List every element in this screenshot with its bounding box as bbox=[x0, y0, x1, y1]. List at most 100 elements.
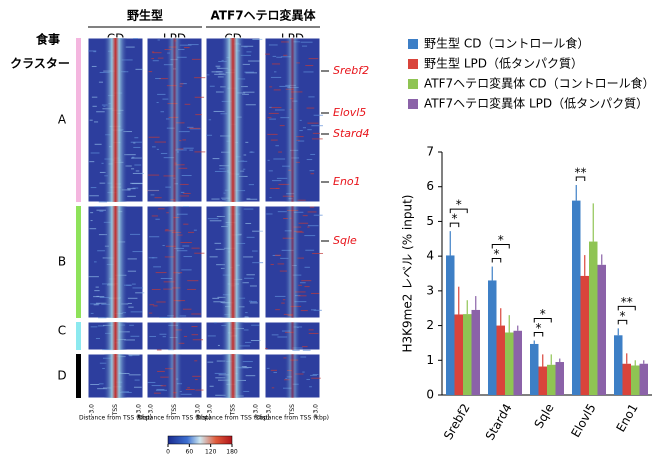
heatmap-texture bbox=[123, 131, 133, 133]
cluster-bar bbox=[76, 206, 81, 318]
tss-signal bbox=[103, 38, 128, 202]
heatmap-texture bbox=[270, 263, 274, 265]
y-tick-label: 3 bbox=[426, 283, 434, 297]
heatmap-texture bbox=[183, 47, 190, 49]
heatmap-texture bbox=[187, 231, 195, 233]
bar bbox=[513, 330, 522, 395]
heatmap-texture bbox=[191, 326, 198, 328]
heatmap-texture bbox=[312, 252, 324, 254]
bar bbox=[639, 363, 648, 395]
significance-label: * bbox=[540, 307, 546, 321]
heatmap-texture bbox=[187, 126, 194, 128]
heatmap-texture bbox=[96, 111, 105, 113]
heatmap-texture bbox=[179, 195, 190, 197]
heatmap-texture bbox=[190, 128, 201, 130]
heatmap-texture bbox=[184, 103, 191, 105]
legend-swatch bbox=[408, 79, 418, 89]
bar bbox=[597, 264, 606, 395]
legend-swatch bbox=[408, 59, 418, 69]
heatmap-texture bbox=[162, 336, 166, 338]
heatmap-texture bbox=[212, 158, 220, 160]
heatmap-texture bbox=[215, 65, 221, 67]
heatmap-texture bbox=[282, 299, 286, 301]
heatmap-texture bbox=[157, 57, 164, 59]
heatmap-texture bbox=[214, 242, 222, 244]
x-tick-label: Sqle bbox=[532, 401, 557, 430]
cluster-bar bbox=[76, 354, 81, 398]
heatmap-texture bbox=[159, 78, 169, 80]
heatmap-texture bbox=[151, 51, 155, 53]
heatmap-texture bbox=[133, 38, 139, 40]
heatmap-texture bbox=[90, 312, 94, 314]
heatmap-texture bbox=[195, 114, 202, 116]
heatmap-texture bbox=[311, 377, 321, 379]
colorbar-tick-label: 180 bbox=[226, 449, 238, 456]
heatmap-texture bbox=[308, 96, 315, 98]
heatmap-texture bbox=[127, 297, 138, 299]
bar bbox=[614, 335, 623, 395]
heatmap-texture bbox=[93, 121, 99, 123]
heatmap-texture bbox=[191, 58, 201, 60]
gene-label: Eno1 bbox=[333, 175, 361, 188]
heatmap-texture bbox=[268, 44, 278, 46]
tss-signal bbox=[103, 322, 128, 350]
heatmap-texture bbox=[306, 378, 311, 380]
heatmap-texture bbox=[245, 312, 248, 314]
heatmap-texture bbox=[180, 191, 185, 193]
heatmap-texture bbox=[270, 139, 278, 141]
heatmap-texture bbox=[130, 311, 143, 313]
heatmap-texture bbox=[308, 332, 319, 334]
heatmap-texture bbox=[265, 348, 268, 350]
heatmap-texture bbox=[95, 286, 99, 288]
x-tick-label: Stard4 bbox=[483, 401, 515, 442]
heatmap-texture bbox=[178, 167, 188, 169]
heatmap-texture bbox=[94, 290, 100, 292]
heatmap-texture bbox=[98, 81, 104, 83]
heatmap-texture bbox=[211, 198, 220, 200]
colorbar-tick-label: 0 bbox=[166, 449, 170, 456]
heatmap-texture bbox=[267, 117, 272, 119]
heatmap-texture bbox=[192, 339, 204, 341]
heatmap-texture bbox=[130, 182, 143, 184]
bar bbox=[454, 314, 463, 395]
heatmap-texture bbox=[135, 68, 144, 70]
heatmap-texture bbox=[242, 63, 250, 65]
heatmap-texture bbox=[191, 247, 200, 249]
heatmap-texture bbox=[155, 218, 160, 220]
heatmap-texture bbox=[148, 136, 160, 138]
heatmap-texture bbox=[133, 142, 136, 144]
heatmap-texture bbox=[273, 89, 281, 91]
heatmap-texture bbox=[125, 165, 132, 167]
heatmap-texture bbox=[194, 252, 205, 254]
heatmap-texture bbox=[150, 194, 155, 196]
heatmap-texture bbox=[274, 71, 277, 73]
bar bbox=[505, 332, 514, 395]
heatmap-texture bbox=[209, 256, 218, 258]
heatmap-texture bbox=[158, 208, 165, 210]
heatmap-texture bbox=[159, 333, 167, 335]
heatmap-texture bbox=[214, 170, 227, 172]
tss-signal bbox=[284, 354, 301, 398]
heatmap-texture bbox=[128, 374, 141, 376]
heatmap-texture bbox=[298, 222, 309, 224]
heatmap-texture bbox=[313, 309, 322, 311]
x-tick-label: +3.0 bbox=[313, 404, 320, 419]
heatmap-texture bbox=[297, 199, 306, 201]
colorbar bbox=[167, 435, 233, 445]
heatmap-texture bbox=[127, 270, 137, 272]
heatmap-texture bbox=[90, 383, 100, 385]
heatmap-texture bbox=[131, 283, 136, 285]
heatmap-texture bbox=[178, 131, 190, 133]
heatmap-texture bbox=[90, 152, 100, 154]
heatmap-texture bbox=[206, 134, 213, 136]
legend-swatch bbox=[408, 39, 418, 49]
heatmap-texture bbox=[310, 374, 317, 376]
bar bbox=[463, 314, 472, 395]
heatmap-texture bbox=[246, 198, 258, 200]
heatmap-texture bbox=[310, 292, 320, 294]
heatmap-texture bbox=[309, 206, 315, 208]
heatmap-texture bbox=[216, 264, 226, 266]
heatmap-texture bbox=[306, 159, 313, 161]
bar bbox=[446, 255, 455, 395]
